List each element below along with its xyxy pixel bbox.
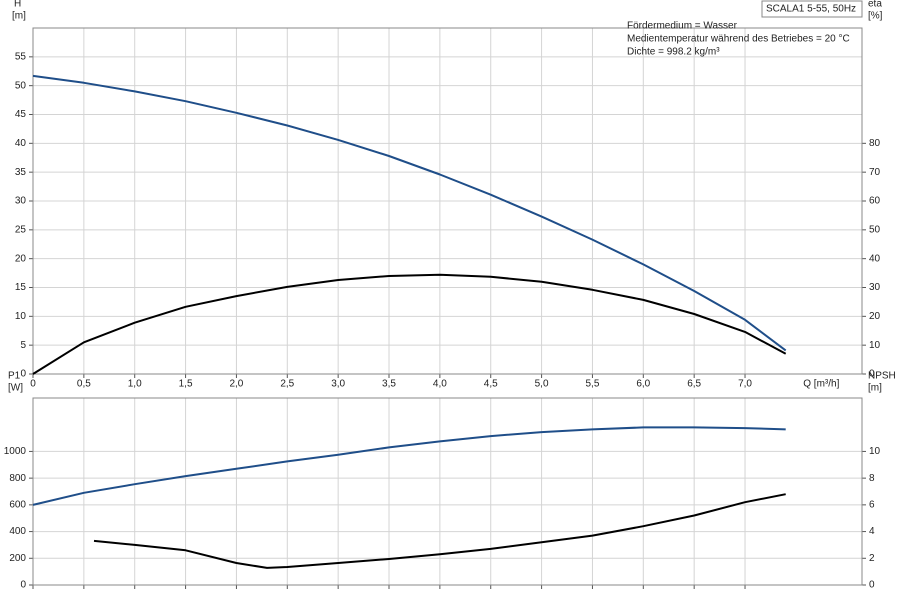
x-tick-label: 1,5 [179, 379, 193, 390]
y-tick-label: 1000 [4, 446, 27, 457]
x-tick-label: 3,5 [382, 379, 396, 390]
y-tick-label: 35 [15, 167, 27, 178]
y2-tick-label: 10 [869, 340, 881, 351]
y-tick-label: 20 [15, 253, 27, 264]
y-tick-label: 30 [15, 196, 27, 207]
plot-frame [32, 397, 863, 586]
x-tick-label: 0 [30, 379, 36, 390]
y2-axis-unit: [%] [868, 11, 883, 22]
y-tick-label: 25 [15, 224, 27, 235]
x-axis-label: Q [m³/h] [803, 379, 839, 390]
y-tick-label: 55 [15, 51, 27, 62]
annotation: Dichte = 998.2 kg/m³ [627, 47, 720, 58]
y-tick-label: 45 [15, 109, 27, 120]
y2-axis-unit: [m] [868, 383, 882, 394]
y-axis-unit: [m] [12, 11, 26, 22]
y2-tick-label: 0 [869, 369, 875, 380]
series-line [32, 74, 787, 352]
y2-tick-label: 10 [869, 446, 881, 457]
y2-tick-label: 6 [869, 499, 875, 510]
y2-axis-label: NPSH [868, 371, 896, 382]
y-tick-label: 400 [9, 526, 26, 537]
x-tick-label: 4,5 [484, 379, 498, 390]
x-tick-label: 7,0 [738, 379, 752, 390]
y2-tick-label: 40 [869, 253, 881, 264]
y2-tick-label: 20 [869, 311, 881, 322]
y2-tick-label: 60 [869, 196, 881, 207]
model-name: SCALA1 5-55, 50Hz [766, 4, 856, 15]
y-axis-label: H [14, 0, 21, 10]
y-tick-label: 0 [20, 369, 26, 380]
y-tick-label: 40 [15, 138, 27, 149]
series-line [93, 493, 786, 569]
y-axis-label: P1 [8, 371, 21, 382]
x-tick-label: 4,0 [433, 379, 447, 390]
y-tick-label: 15 [15, 282, 27, 293]
y2-tick-label: 80 [869, 138, 881, 149]
x-tick-label: 1,0 [128, 379, 142, 390]
y2-tick-label: 50 [869, 224, 881, 235]
y-tick-label: 10 [15, 311, 27, 322]
y2-axis-label: eta [868, 0, 882, 10]
annotation: Fördermedium = Wasser [627, 21, 738, 32]
x-tick-label: 6,5 [687, 379, 701, 390]
annotation: Medientemperatur während des Betriebes =… [627, 34, 850, 45]
y-tick-label: 800 [9, 473, 26, 484]
x-tick-label: 2,0 [229, 379, 243, 390]
plot-frame [32, 27, 863, 375]
x-tick-label: 5,5 [585, 379, 599, 390]
y-tick-label: 5 [20, 340, 26, 351]
series-line [32, 426, 786, 506]
y2-tick-label: 4 [869, 526, 875, 537]
y2-tick-label: 8 [869, 473, 875, 484]
x-tick-label: 0,5 [77, 379, 91, 390]
x-tick-label: 5,0 [535, 379, 549, 390]
x-tick-label: 3,0 [331, 379, 345, 390]
y-tick-label: 50 [15, 80, 27, 91]
y-tick-label: 600 [9, 499, 26, 510]
model-box [761, 0, 863, 18]
y2-tick-label: 0 [869, 580, 875, 591]
x-tick-label: 6,0 [636, 379, 650, 390]
y2-tick-label: 30 [869, 282, 881, 293]
series-line [32, 273, 787, 375]
y2-tick-label: 2 [869, 553, 875, 564]
y-tick-label: 0 [20, 580, 26, 591]
y-tick-label: 200 [9, 553, 26, 564]
y2-tick-label: 70 [869, 167, 881, 178]
y-axis-unit: [W] [8, 383, 23, 394]
x-tick-label: 2,5 [280, 379, 294, 390]
